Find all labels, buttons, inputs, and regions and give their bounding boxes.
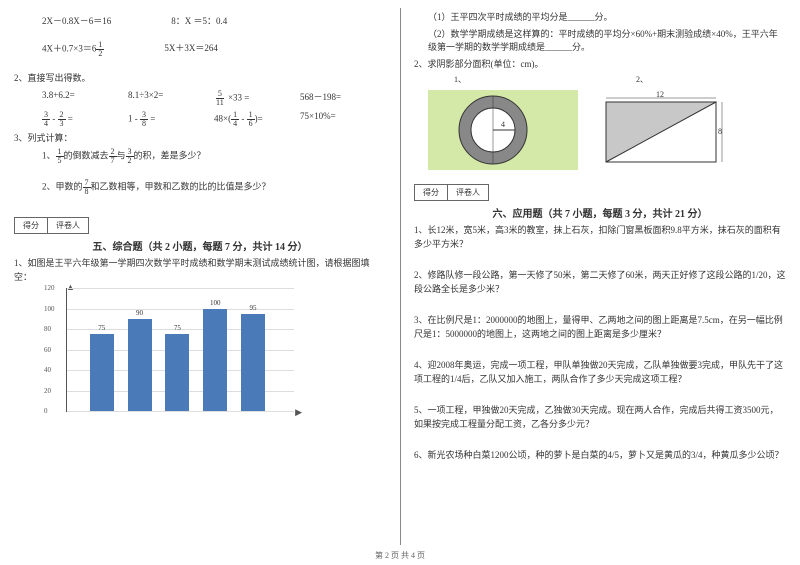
- c1c: 511 ×33 =: [214, 90, 274, 107]
- fig-labels: 1、 2、: [414, 74, 786, 86]
- c1d: 568－198=: [300, 90, 360, 107]
- bar-value-label: 75: [90, 324, 114, 332]
- calc-row-1: 3.8+6.2= 8.1÷3×2= 511 ×33 = 568－198=: [42, 90, 386, 107]
- bar: [90, 334, 114, 411]
- c2c: 48×(14 - 16)=: [214, 111, 274, 128]
- bar-value-label: 100: [203, 299, 227, 307]
- eq-1b: 8：X ＝5：0.4: [171, 14, 227, 27]
- q6-5: 5、一项工程，甲独做20天完成，乙独做30天完成。现在两人合作，完成后共得工资3…: [414, 404, 786, 431]
- q3-heading: 3、列式计算：: [14, 132, 386, 146]
- equation-row-1: 2X－0.8X－6＝16 8：X ＝5：0.4: [42, 14, 386, 27]
- c2b: 1 - 38 =: [128, 111, 188, 128]
- gridline: [67, 288, 294, 289]
- c2d: 75×10%=: [300, 111, 360, 128]
- rect-triangle-figure: 12 8: [598, 90, 728, 170]
- y-tick-label: 100: [44, 305, 55, 313]
- score-label-6: 得分: [415, 185, 448, 200]
- c1b: 8.1÷3×2=: [128, 90, 188, 107]
- bar-chart: ▲ ▶ 75907510095 020406080100120: [44, 288, 304, 428]
- r1: （1）王平四次平时成绩的平均分是______分。: [414, 11, 786, 25]
- eq-2a-frac: 12: [96, 41, 104, 58]
- bar-value-label: 75: [165, 324, 189, 332]
- q6-6: 6、新光农场种白菜1200公顷，种的萝卜是白菜的4/5，萝卜又是黄瓜的3/4，种…: [414, 449, 786, 463]
- score-label: 得分: [15, 218, 48, 233]
- y-tick-label: 120: [44, 284, 55, 292]
- q6-2: 2、修路队修一段公路，第一天修了50米，第二天修了60米，两天正好修了这段公路的…: [414, 269, 786, 296]
- r2: （2）数学学期成绩是这样算的：平时成绩的平均分×60%+期末测验成绩×40%，王…: [414, 28, 786, 55]
- y-tick-label: 60: [44, 346, 51, 354]
- y-tick-label: 80: [44, 325, 51, 333]
- q3-2: 2、甲数的78和乙数相等，甲数和乙数的比的比值是多少？: [14, 179, 386, 196]
- grader-label-6: 评卷人: [448, 185, 488, 200]
- r3: 2、求阴影部分面积(单位：cm)。: [414, 58, 786, 72]
- grader-label: 评卷人: [48, 218, 88, 233]
- fig2-label: 2、: [636, 74, 648, 86]
- rect-width-text: 12: [656, 90, 664, 99]
- section-6-title: 六、应用题（共 7 小题，每题 3 分，共计 21 分）: [414, 205, 786, 220]
- bar: [203, 309, 227, 412]
- left-column: 2X－0.8X－6＝16 8：X ＝5：0.4 4X＋0.7×3＝612 5X＋…: [0, 0, 400, 565]
- q2-heading: 2、直接写出得数。: [14, 72, 386, 86]
- c1c-tail: ×33 =: [228, 92, 249, 102]
- q5-1: 1、如图是王平六年级第一学期四次数学平时成绩和数学期末测试成绩统计图，请根据图填…: [14, 257, 386, 284]
- bar: [128, 319, 152, 411]
- page-footer: 第 2 页 共 4 页: [0, 550, 800, 561]
- y-tick-label: 20: [44, 387, 51, 395]
- c1c-frac: 511: [214, 90, 226, 107]
- bar: [165, 334, 189, 411]
- chart-plot-area: 75 90 75 100 95: [66, 288, 294, 412]
- c2a: 34 - 23 =: [42, 111, 102, 128]
- score-box-6: 得分 评卷人: [414, 184, 489, 201]
- right-column: （1）王平四次平时成绩的平均分是______分。 （2）数学学期成绩是这样算的：…: [400, 0, 800, 565]
- gridline: [67, 411, 294, 412]
- eq-2b: 5X＋3X＝264: [164, 41, 218, 58]
- calc-row-2: 34 - 23 = 1 - 38 = 48×(14 - 16)= 75×10%=: [42, 111, 386, 128]
- eq-1a: 2X－0.8X－6＝16: [42, 14, 111, 27]
- y-tick-label: 0: [44, 407, 48, 415]
- bar-value-label: 95: [241, 304, 265, 312]
- eq-2a: 4X＋0.7×3＝612: [42, 41, 104, 58]
- eq-2a-text: 4X＋0.7×3＝6: [42, 44, 96, 54]
- c1a: 3.8+6.2=: [42, 90, 102, 107]
- bar: [241, 314, 265, 411]
- score-box-5: 得分 评卷人: [14, 217, 89, 234]
- figures-row: 4 12 8: [428, 90, 786, 170]
- y-tick-label: 40: [44, 366, 51, 374]
- x-arrow-icon: ▶: [295, 407, 302, 418]
- q6-3: 3、在比例尺是1：2000000的地图上，量得甲、乙两地之间的图上距离是7.5c…: [414, 314, 786, 341]
- q6-1: 1、长12米，宽5米，高3米的教室，抹上石灰，扣除门窗黑板面积9.8平方米，抹石…: [414, 224, 786, 251]
- q6-4: 4、迎2008年奥运，完成一项工程，甲队单独做20天完成，乙队单独做要3完成，甲…: [414, 359, 786, 386]
- bar-value-label: 90: [128, 309, 152, 317]
- section-5-title: 五、综合题（共 2 小题，每题 7 分，共计 14 分）: [14, 238, 386, 253]
- rect-height-text: 8: [718, 127, 722, 136]
- q3-1: 1、15的倒数减去27与32的积，差是多少？: [14, 148, 386, 165]
- ring-radius-text: 4: [501, 120, 505, 129]
- fig1-label: 1、: [454, 74, 466, 86]
- ring-figure: 4: [428, 90, 578, 170]
- equation-row-2: 4X＋0.7×3＝612 5X＋3X＝264: [42, 41, 386, 58]
